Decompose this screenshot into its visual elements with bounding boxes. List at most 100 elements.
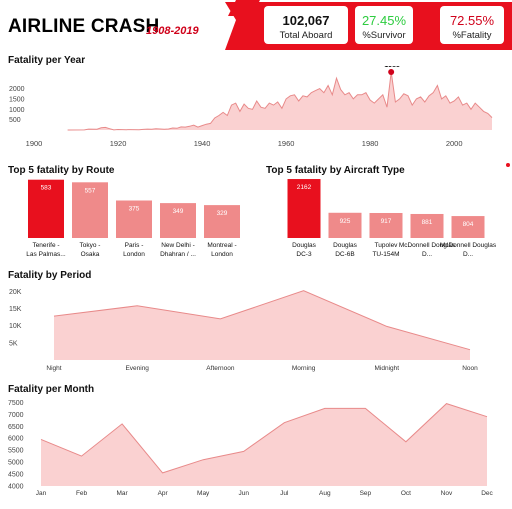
area-line bbox=[40, 403, 488, 474]
bar[interactable] bbox=[410, 213, 444, 238]
x-tick-label: May bbox=[197, 490, 210, 497]
x-tick-label: Jan bbox=[36, 490, 47, 497]
x-tick-label: 2000 bbox=[446, 139, 463, 148]
y-tick-label: 5000 bbox=[8, 460, 24, 467]
y-tick-label: 4500 bbox=[8, 472, 24, 479]
bar-value-label: 925 bbox=[340, 218, 351, 225]
category-label: McDonnell Douglas bbox=[440, 242, 497, 249]
area-line bbox=[67, 71, 493, 131]
bar[interactable] bbox=[369, 212, 403, 238]
x-tick-label: Midnight bbox=[375, 365, 400, 372]
dashboard-years: 1908-2019 bbox=[146, 25, 199, 37]
y-tick-label: 7500 bbox=[8, 400, 24, 407]
x-tick-label: Jul bbox=[280, 490, 289, 497]
kpi-total-aboard-value: 102,067 bbox=[282, 13, 330, 28]
area-fill bbox=[67, 72, 492, 130]
area-fill bbox=[41, 403, 487, 486]
bar[interactable] bbox=[328, 212, 362, 238]
category-label: Tokyo - bbox=[80, 242, 101, 249]
x-tick-label: Oct bbox=[401, 490, 411, 497]
category-label: Dhahran / ... bbox=[160, 251, 196, 258]
month-chart-title: Fatality per Month bbox=[8, 384, 95, 395]
area-fill bbox=[54, 290, 470, 360]
category-label: D... bbox=[463, 251, 473, 258]
y-tick-label: 20K bbox=[9, 289, 22, 296]
bar-value-label: 917 bbox=[381, 218, 392, 225]
y-tick-label: 5K bbox=[9, 340, 18, 347]
aircraft-chart-title: Top 5 fatality by Aircraft Type bbox=[266, 165, 405, 176]
bar-value-label: 583 bbox=[41, 185, 52, 192]
x-tick-label: 1920 bbox=[110, 139, 127, 148]
kpi-fatality-value: 72.55% bbox=[449, 13, 495, 28]
category-label: TU-154M bbox=[372, 251, 399, 258]
month-area-chart: 4000 4500 5000 5500 6000 6500 7000 7500 Jan Feb Ma… bbox=[8, 400, 494, 497]
x-tick-label: Apr bbox=[158, 490, 169, 497]
route-bar-chart: 583 Tenerife - Las Palmas... 557 Tokyo - Osak… bbox=[26, 179, 240, 258]
x-tick-label: Mar bbox=[116, 490, 128, 497]
category-label: DC-3 bbox=[296, 251, 312, 258]
bar[interactable] bbox=[28, 179, 64, 238]
bar-value-label: 881 bbox=[422, 219, 433, 226]
x-tick-label: Noon bbox=[462, 365, 478, 372]
category-label: London bbox=[123, 251, 145, 258]
bar[interactable] bbox=[451, 216, 485, 238]
x-tick-label: 1940 bbox=[194, 139, 211, 148]
aircraft-bar-chart: 2162 Douglas DC-3 925 Douglas DC-6B 917 Tupolev… bbox=[287, 179, 497, 258]
kpi-survivor: 27.45% %Survivor bbox=[355, 6, 413, 44]
peak-marker[interactable] bbox=[388, 69, 395, 75]
x-tick-label: 1980 bbox=[362, 139, 379, 148]
y-tick-label: 6500 bbox=[8, 424, 24, 431]
x-tick-label: Feb bbox=[76, 490, 88, 497]
x-tick-label: Aug bbox=[319, 490, 331, 497]
category-label: Montreal - bbox=[207, 242, 236, 249]
kpi-total-aboard-label: Total Aboard bbox=[279, 30, 333, 41]
x-tick-label: Dec bbox=[481, 490, 493, 497]
bar[interactable] bbox=[72, 182, 108, 238]
y-tick-label: 1000 bbox=[9, 107, 25, 114]
bar-value-label: 557 bbox=[85, 187, 96, 194]
y-tick-label: 15K bbox=[9, 306, 22, 313]
y-tick-label: 10K bbox=[9, 323, 22, 330]
kpi-total-aboard: 102,067 Total Aboard bbox=[264, 6, 348, 44]
bar[interactable] bbox=[160, 203, 196, 238]
kpi-fatality-label: %Fatality bbox=[452, 30, 492, 41]
category-label: Las Palmas... bbox=[26, 251, 66, 258]
x-tick-label: Night bbox=[46, 365, 61, 372]
bar-value-label: 375 bbox=[129, 206, 140, 213]
bar[interactable] bbox=[116, 200, 152, 239]
period-area-chart: 5K 10K 15K 20K Night Evening Afternoon Morning M… bbox=[9, 289, 478, 372]
fatality-per-year-chart: 500 1000 1500 2000 1900 1920 1940 1960 1980 2000 1… bbox=[9, 66, 493, 148]
category-label: D... bbox=[422, 251, 432, 258]
bar-value-label: 2162 bbox=[297, 184, 312, 191]
y-tick-label: 6000 bbox=[8, 436, 24, 443]
peak-annotation-label: 1985 bbox=[384, 66, 400, 69]
x-tick-label: Evening bbox=[125, 365, 149, 372]
x-tick-label: 1900 bbox=[26, 139, 43, 148]
bar-value-label: 329 bbox=[217, 210, 228, 217]
x-tick-label: Jun bbox=[238, 490, 249, 497]
category-label: Osaka bbox=[81, 251, 100, 258]
y-tick-label: 4000 bbox=[8, 484, 24, 491]
y-tick-label: 5500 bbox=[8, 448, 24, 455]
x-tick-label: Morning bbox=[292, 365, 316, 372]
category-label: London bbox=[211, 251, 233, 258]
bar[interactable] bbox=[204, 205, 240, 238]
category-label: Paris - bbox=[125, 242, 144, 249]
category-label: Douglas bbox=[292, 242, 317, 249]
category-label: Tupolev bbox=[375, 242, 399, 249]
category-label: New Delhi - bbox=[161, 242, 195, 249]
route-chart-title: Top 5 fatality by Route bbox=[8, 165, 115, 176]
category-label: Douglas bbox=[333, 242, 358, 249]
dashboard-title: AIRLINE CRASH bbox=[8, 16, 160, 37]
edge-marker bbox=[506, 163, 510, 167]
x-tick-label: Nov bbox=[441, 490, 453, 497]
y-tick-label: 500 bbox=[9, 117, 21, 124]
category-label: DC-6B bbox=[335, 251, 355, 258]
bar-value-label: 349 bbox=[173, 208, 184, 215]
fatality-per-year-title: Fatality per Year bbox=[8, 55, 86, 66]
x-tick-label: 1960 bbox=[278, 139, 295, 148]
y-tick-label: 1500 bbox=[9, 96, 25, 103]
category-label: McDonnell Douglas bbox=[399, 242, 456, 249]
bar-value-label: 804 bbox=[463, 221, 474, 228]
bar[interactable] bbox=[287, 179, 321, 238]
